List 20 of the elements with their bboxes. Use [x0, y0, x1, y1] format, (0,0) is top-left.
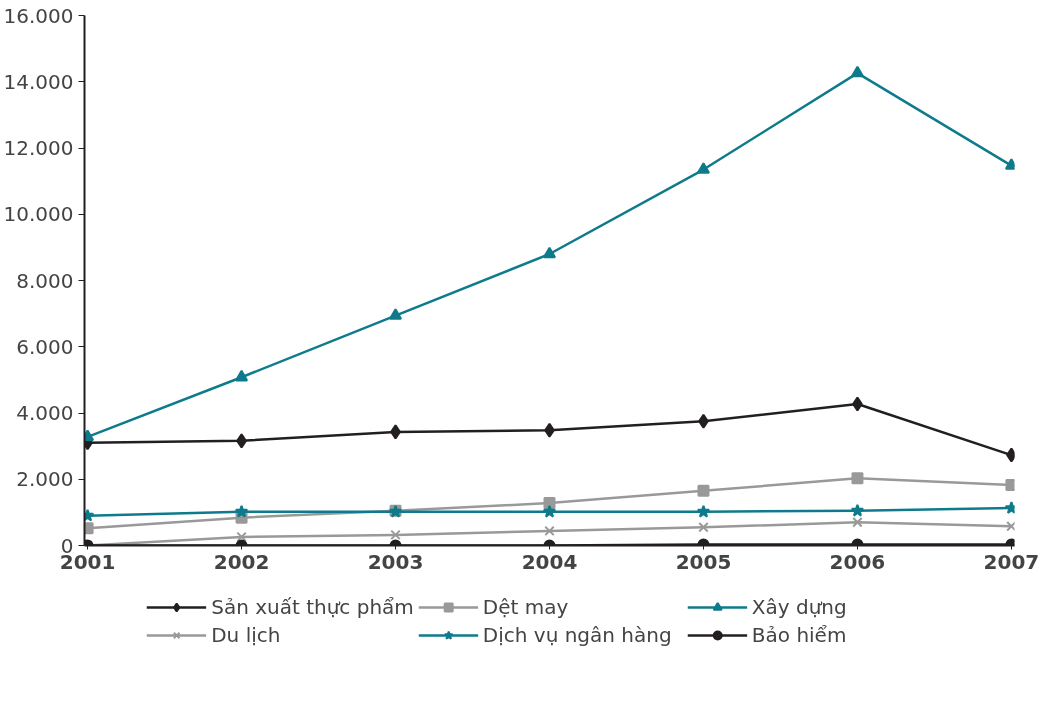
- legend-label: Dịch vụ ngân hàng: [482, 623, 673, 647]
- x-tick-label: 2004: [521, 549, 578, 574]
- x-tick-label: 2002: [213, 549, 270, 574]
- y-tick-label: 6.000: [16, 334, 74, 359]
- legend-label: Xây dựng: [751, 595, 848, 619]
- y-tick-label: 4.000: [16, 401, 74, 425]
- y-tick-label: 16.000: [3, 3, 74, 28]
- legend-label: Dệt may: [482, 595, 570, 619]
- x-tick-label: 2006: [829, 549, 886, 574]
- legend-label: Du lịch: [211, 623, 282, 647]
- x-tick-label: 2005: [675, 549, 732, 574]
- y-tick-label: 2.000: [16, 467, 74, 492]
- y-tick-label: 14.000: [3, 69, 74, 94]
- y-tick-label: 8.000: [16, 268, 74, 293]
- y-tick-label: 12.000: [3, 136, 74, 160]
- x-tick-label: 2003: [367, 549, 424, 574]
- x-tick-label: 2007: [983, 549, 1040, 574]
- legend-label: Bảo hiểm: [751, 623, 848, 647]
- y-tick-label: 10.000: [3, 202, 74, 227]
- legend-label: Sản xuất thực phẩm: [211, 595, 414, 619]
